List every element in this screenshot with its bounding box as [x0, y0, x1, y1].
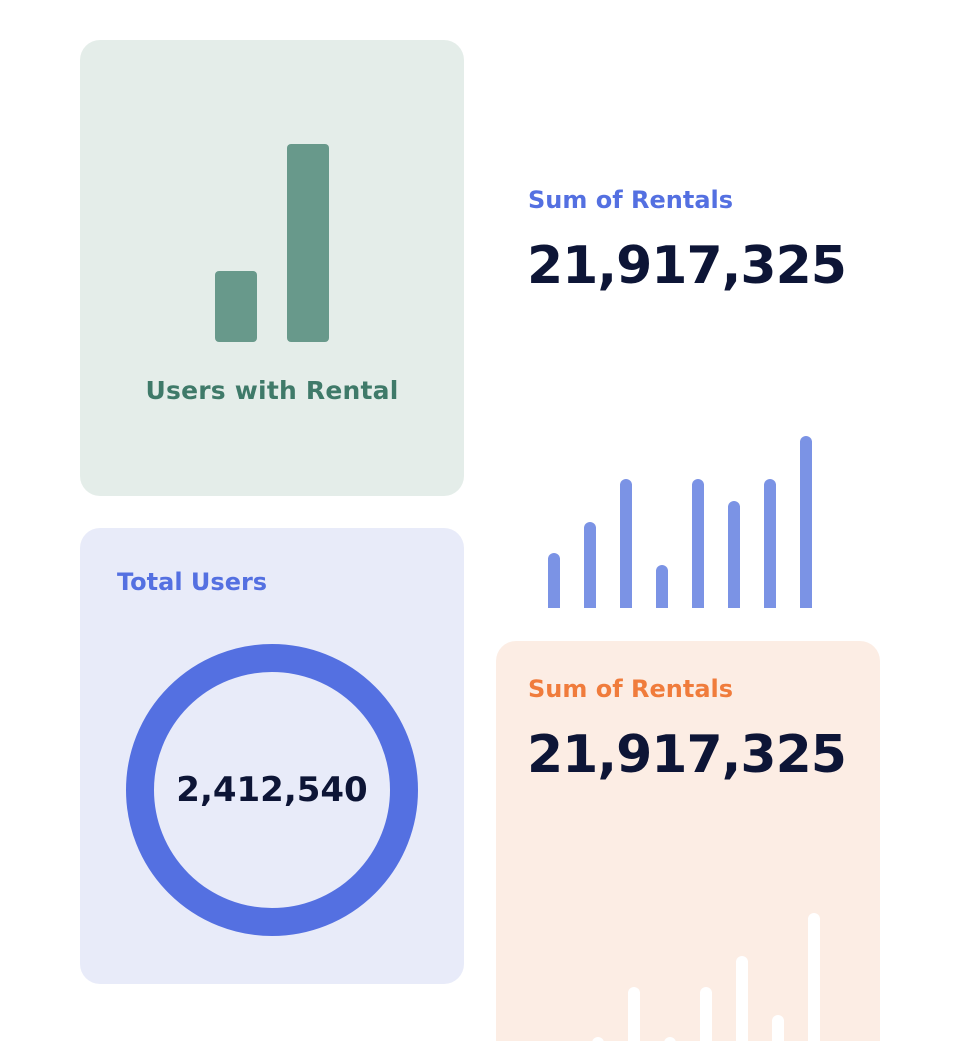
sum-of-rentals-value: 21,917,325: [527, 236, 847, 296]
donut-ring: [126, 644, 418, 936]
total-users-label: Total Users: [117, 568, 268, 596]
sum-of-rentals-orange-spark-bar: [736, 956, 748, 1041]
sum-of-rentals-spark-bar: [728, 501, 740, 608]
users-with-rental-bar: [215, 271, 257, 342]
sum-of-rentals-orange-card: Sum of Rentals 21,917,325: [496, 641, 880, 1041]
sum-of-rentals-spark-bar: [764, 479, 776, 608]
total-users-value: 2,412,540: [176, 770, 368, 810]
users-with-rental-label: Users with Rental: [145, 376, 399, 405]
sum-of-rentals-label: Sum of Rentals: [528, 186, 734, 214]
sum-of-rentals-orange-value: 21,917,325: [527, 725, 847, 785]
sum-of-rentals-orange-spark-bar: [592, 1037, 604, 1041]
sum-of-rentals-spark-bar: [656, 565, 668, 608]
total-users-donut: [126, 644, 418, 936]
users-with-rental-card: Users with Rental: [80, 40, 464, 496]
sum-of-rentals-spark-bar: [620, 479, 632, 608]
sum-of-rentals-orange-spark-bar: [664, 1037, 676, 1041]
sum-of-rentals-orange-spark-bar: [628, 987, 640, 1041]
sum-of-rentals-spark-bar: [692, 479, 704, 608]
sum-of-rentals-spark-bar: [548, 553, 560, 608]
users-with-rental-bar: [287, 144, 329, 342]
sum-of-rentals-orange-spark-bar: [700, 987, 712, 1041]
sum-of-rentals-orange-label: Sum of Rentals: [528, 675, 734, 703]
sum-of-rentals-orange-spark-bar: [772, 1015, 784, 1041]
sum-of-rentals-orange-sparkline: [592, 913, 832, 1041]
sum-of-rentals-sparkline: [548, 436, 828, 608]
sum-of-rentals-spark-bar: [800, 436, 812, 608]
sum-of-rentals-spark-bar: [584, 522, 596, 608]
sum-of-rentals-orange-spark-bar: [808, 913, 820, 1041]
total-users-card: Total Users 2,412,540: [80, 528, 464, 984]
